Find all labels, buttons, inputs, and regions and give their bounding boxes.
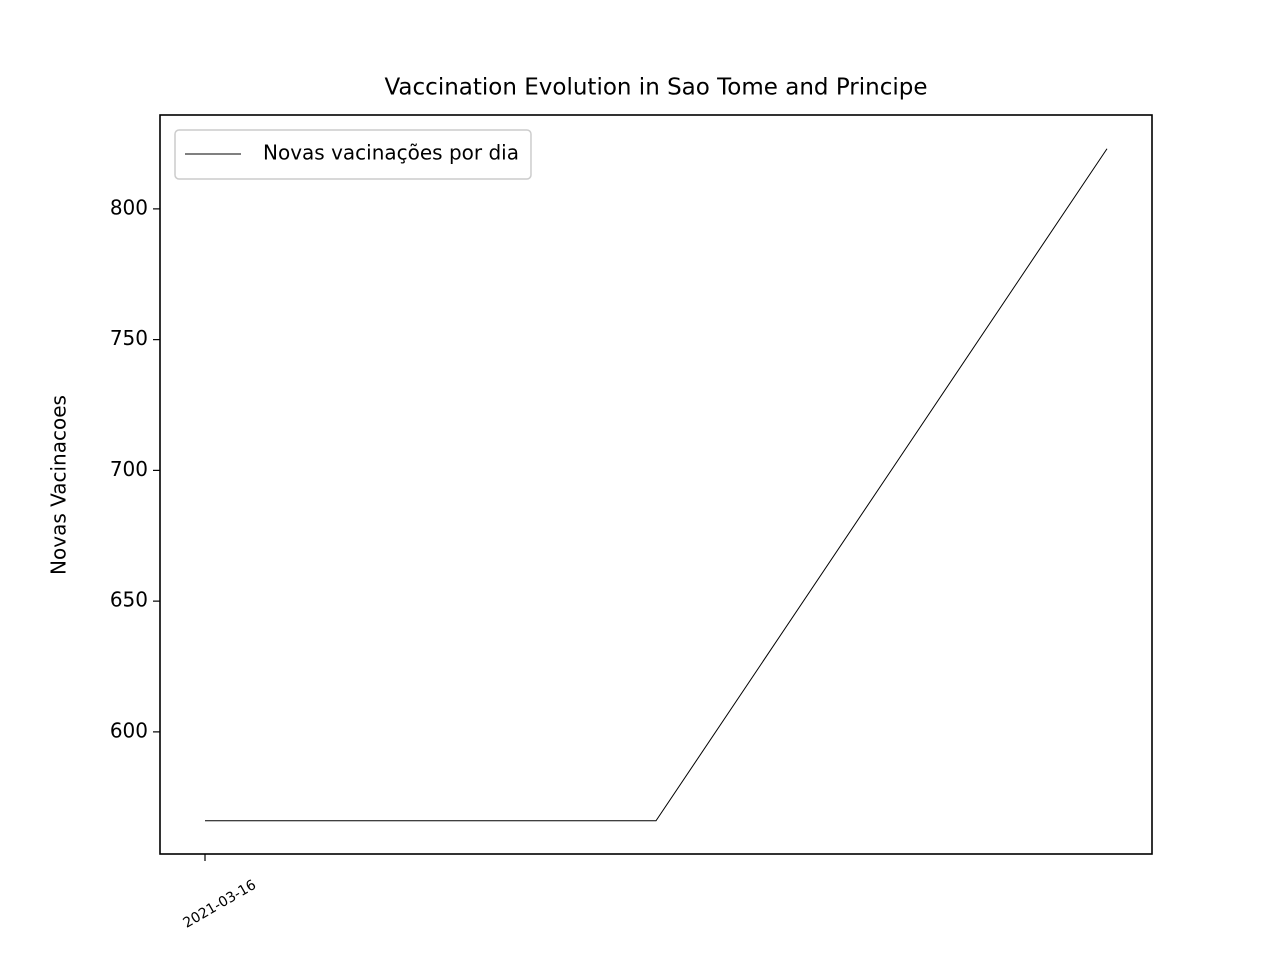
y-tick-label: 700 [110,457,148,481]
chart-title: Vaccination Evolution in Sao Tome and Pr… [384,75,927,101]
y-tick-label: 750 [110,326,148,350]
series-line [205,148,1108,822]
y-tick-label: 650 [110,588,148,612]
plot-frame [159,114,1153,855]
legend-box [174,129,532,180]
y-tick-label: 600 [110,718,148,742]
legend-label: Novas vacinações por dia [263,141,519,165]
y-tick-label: 800 [110,195,148,219]
x-axis-label: Data [632,957,680,960]
y-axis-label: Novas Vacinacoes [47,395,71,575]
